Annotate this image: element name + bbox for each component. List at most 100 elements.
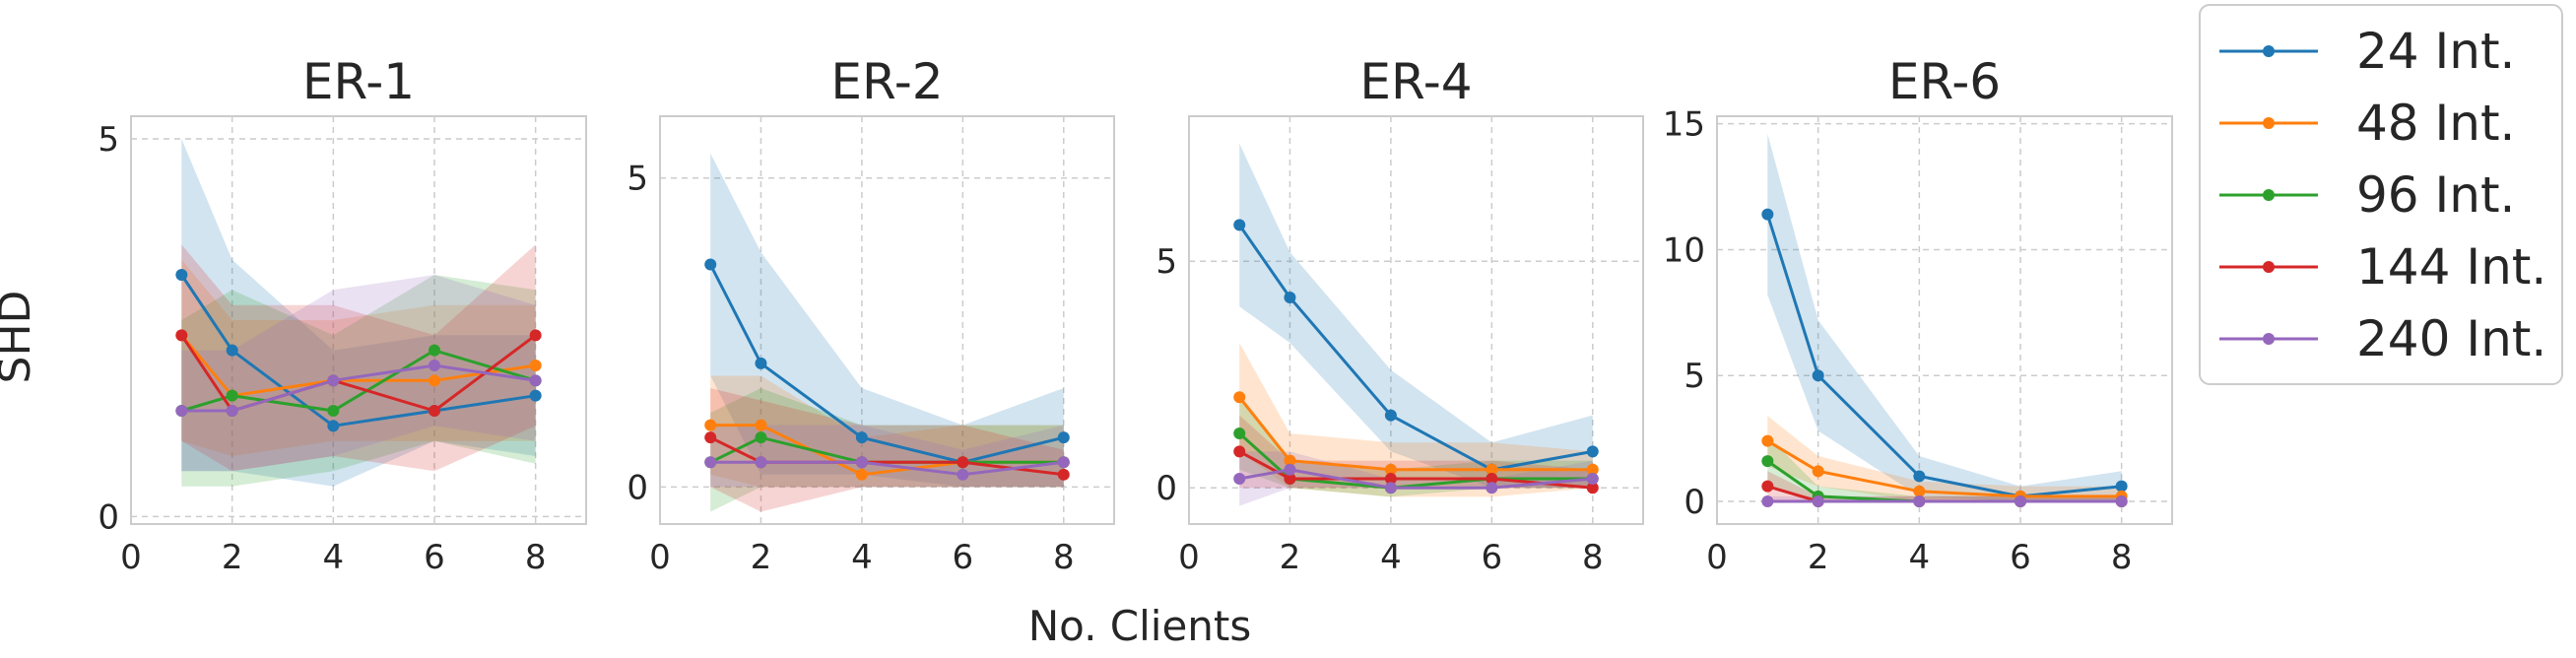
data-point-24-int — [1233, 219, 1246, 231]
data-point-240-int — [1913, 495, 1926, 507]
data-point-240-int — [327, 374, 340, 387]
data-point-240-int — [1812, 495, 1824, 507]
data-point-96-int — [327, 405, 340, 417]
data-point-144-int — [957, 456, 969, 469]
legend-frame — [2199, 4, 2563, 385]
confidence-band-144-int — [710, 388, 1064, 512]
confidence-band-24-int — [710, 153, 1064, 488]
y-tick-label: 5 — [1156, 242, 1177, 282]
data-point-240-int — [855, 456, 868, 469]
confidence-band-240-int — [710, 425, 1064, 488]
data-point-48-int — [1233, 391, 1246, 404]
x-tick-label: 0 — [1178, 538, 1200, 577]
data-point-24-int — [1913, 470, 1926, 483]
x-tick-label: 6 — [2010, 538, 2031, 577]
subplot-title: ER-6 — [1888, 53, 2001, 110]
y-tick-label: 5 — [98, 120, 119, 160]
data-point-144-int — [1233, 445, 1246, 458]
data-point-24-int — [226, 344, 238, 357]
data-point-24-int — [1761, 208, 1774, 221]
legend-marker-96-int — [2263, 189, 2275, 201]
data-point-144-int — [175, 329, 188, 342]
data-point-240-int — [1586, 473, 1599, 485]
data-point-240-int — [1057, 456, 1070, 469]
confidence-band-24-int — [1767, 133, 2122, 501]
data-point-48-int — [1486, 463, 1498, 476]
x-tick-label: 2 — [1808, 538, 1829, 577]
data-point-48-int — [1384, 463, 1397, 476]
data-point-240-int — [755, 456, 767, 469]
y-tick-label: 0 — [98, 497, 119, 537]
legend-label-144-int: 144 Int. — [2356, 238, 2546, 296]
data-point-240-int — [957, 468, 969, 481]
data-point-240-int — [175, 405, 188, 417]
data-point-240-int — [1384, 482, 1397, 494]
data-point-24-int — [704, 258, 717, 271]
data-point-240-int — [704, 456, 717, 469]
y-tick-label: 5 — [627, 160, 648, 199]
axes-frame — [659, 115, 1115, 525]
data-point-240-int — [1284, 463, 1296, 476]
data-point-48-int — [1761, 434, 1774, 447]
subplot-title: ER-2 — [830, 53, 943, 110]
x-tick-label: 0 — [120, 538, 142, 577]
legend-marker-144-int — [2263, 261, 2275, 273]
subplot-title: ER-4 — [1359, 53, 1472, 110]
data-point-48-int — [755, 419, 767, 431]
x-tick-label: 8 — [525, 538, 547, 577]
data-point-144-int — [1284, 473, 1296, 485]
x-tick-label: 8 — [1053, 538, 1075, 577]
subplot-title: ER-1 — [302, 53, 415, 110]
y-axis-label: SHD — [0, 291, 40, 384]
data-point-48-int — [1586, 463, 1599, 476]
data-point-24-int — [1586, 445, 1599, 458]
y-tick-label: 15 — [1663, 105, 1705, 145]
data-point-144-int — [529, 329, 542, 342]
data-point-48-int — [429, 374, 440, 387]
y-tick-label: 0 — [1684, 483, 1705, 522]
x-tick-label: 4 — [1909, 538, 1931, 577]
data-point-24-int — [2115, 480, 2128, 493]
data-point-48-int — [704, 419, 717, 431]
legend-label-240-int: 240 Int. — [2356, 310, 2546, 367]
data-point-48-int — [1913, 485, 1926, 497]
x-tick-label: 6 — [424, 538, 445, 577]
x-tick-label: 2 — [222, 538, 243, 577]
data-point-24-int — [855, 431, 868, 444]
data-point-24-int — [1057, 431, 1070, 444]
data-point-96-int — [1761, 455, 1774, 468]
confidence-band-48-int — [181, 259, 536, 456]
data-point-240-int — [2015, 495, 2026, 507]
x-axis-label: No. Clients — [1028, 602, 1252, 650]
x-tick-label: 4 — [323, 538, 345, 577]
data-point-144-int — [704, 431, 717, 444]
data-point-240-int — [1761, 495, 1774, 507]
data-point-144-int — [1586, 482, 1599, 494]
confidence-band-240-int — [181, 275, 536, 472]
y-tick-label: 10 — [1663, 230, 1705, 270]
x-tick-label: 6 — [953, 538, 974, 577]
x-tick-label: 6 — [1482, 538, 1503, 577]
data-point-144-int — [1384, 473, 1397, 485]
confidence-band-24-int — [1239, 143, 1593, 489]
confidence-band-144-int — [181, 244, 536, 472]
confidence-band-96-int — [1239, 397, 1593, 497]
confidence-band-48-int — [1239, 343, 1593, 497]
data-point-144-int — [1761, 480, 1774, 493]
x-tick-label: 0 — [1706, 538, 1728, 577]
y-tick-label: 0 — [1156, 469, 1177, 508]
x-tick-label: 2 — [1280, 538, 1301, 577]
data-point-48-int — [1284, 454, 1296, 467]
data-point-144-int — [429, 405, 440, 417]
subplot-2: 0 2 4 6 8 0 5 ER-2 — [627, 53, 1115, 577]
legend-marker-48-int — [2263, 117, 2275, 129]
data-point-240-int — [1233, 473, 1246, 485]
axes-frame — [1188, 115, 1644, 525]
y-tick-label: 0 — [627, 468, 648, 507]
data-point-48-int — [1812, 465, 1824, 478]
axes-frame — [130, 115, 587, 525]
legend-marker-24-int — [2263, 45, 2275, 57]
data-point-24-int — [327, 420, 340, 432]
data-point-240-int — [429, 360, 440, 371]
